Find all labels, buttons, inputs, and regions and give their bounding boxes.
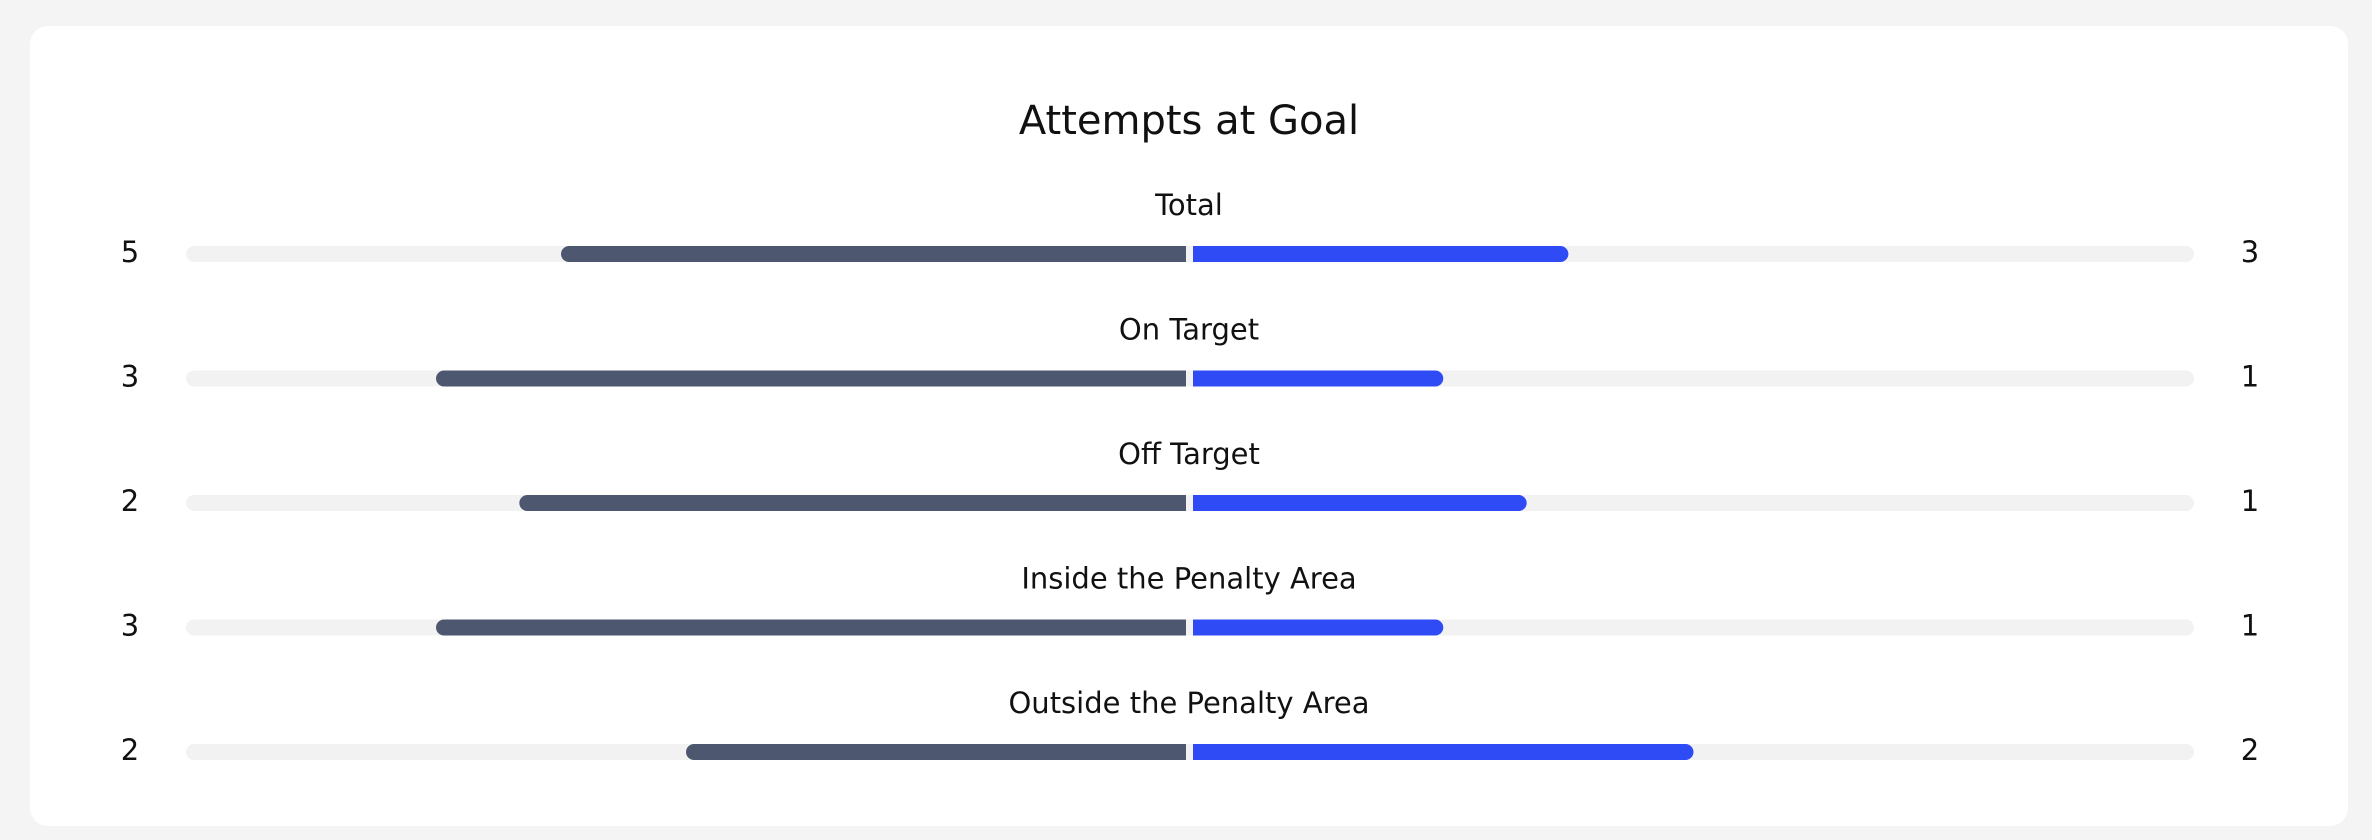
bar-track: [186, 246, 2194, 262]
away-bar: [1193, 619, 1444, 636]
away-bar: [1193, 495, 1527, 511]
home-value: 2: [121, 484, 139, 518]
away-bar: [1193, 744, 1694, 760]
away-value: 1: [2241, 609, 2259, 643]
panel-title: Attempts at Goal: [1019, 98, 1359, 144]
stat-label: On Target: [1119, 313, 1259, 347]
away-value: 1: [2241, 484, 2259, 518]
home-value: 3: [121, 360, 139, 394]
bar-track: [186, 744, 2194, 760]
stat-label: Off Target: [1118, 437, 1260, 471]
home-bar: [686, 744, 1186, 760]
home-value: 2: [121, 733, 139, 767]
bar-track: [186, 495, 2194, 511]
stat-label: Total: [1154, 188, 1223, 222]
home-value: 3: [121, 609, 139, 643]
home-value: 5: [121, 235, 139, 269]
home-bar: [519, 495, 1186, 511]
home-bar: [561, 246, 1186, 262]
stat-label: Outside the Penalty Area: [1008, 686, 1369, 720]
away-value: 2: [2241, 733, 2259, 767]
away-bar: [1193, 370, 1444, 387]
away-value: 3: [2241, 235, 2259, 269]
home-bar: [436, 370, 1186, 387]
away-bar: [1193, 246, 1569, 262]
stat-label: Inside the Penalty Area: [1021, 562, 1356, 596]
away-value: 1: [2241, 360, 2259, 394]
home-bar: [436, 619, 1186, 636]
